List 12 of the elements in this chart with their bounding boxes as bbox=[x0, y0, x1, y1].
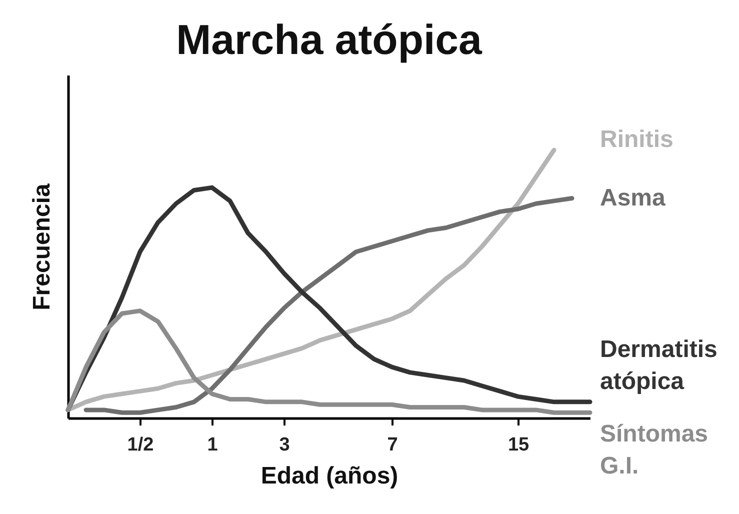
x-tick-label: 15 bbox=[508, 434, 530, 456]
x-tick-label: 1 bbox=[207, 434, 218, 456]
x-tick-label: 1/2 bbox=[127, 434, 154, 456]
series-label: Dermatitis atópica bbox=[600, 336, 718, 395]
series-label: Rinitis bbox=[600, 126, 674, 154]
series-label: Síntomas G.I. bbox=[600, 420, 708, 480]
chart-title: Marcha atópica bbox=[176, 16, 483, 63]
series-label: Asma bbox=[600, 184, 666, 212]
x-tick-label: 3 bbox=[279, 434, 290, 456]
y-axis-title: Frecuencia bbox=[28, 182, 56, 310]
x-axis-title: Edad (años) bbox=[260, 462, 398, 490]
x-tick-label: 7 bbox=[387, 434, 398, 456]
